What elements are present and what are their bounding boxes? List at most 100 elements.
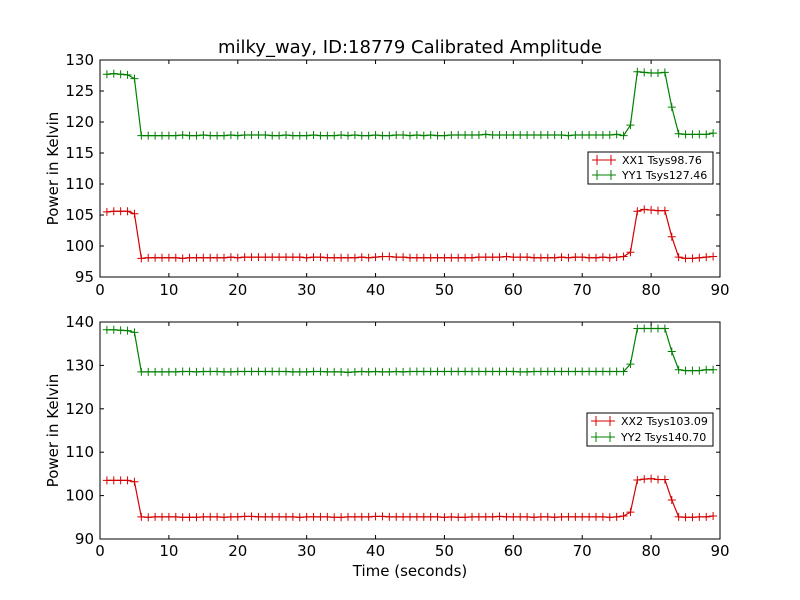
data-point-marker bbox=[206, 131, 215, 140]
data-point-marker bbox=[523, 131, 532, 140]
data-point-marker bbox=[619, 131, 628, 140]
data-point-marker bbox=[633, 324, 642, 333]
y-axis-label: Power in Kelvin bbox=[44, 112, 62, 226]
x-tick-label: 50 bbox=[435, 542, 454, 560]
data-point-marker bbox=[364, 253, 373, 262]
data-point-marker bbox=[185, 131, 194, 140]
data-point-marker bbox=[633, 207, 642, 216]
data-point-marker bbox=[233, 512, 242, 521]
data-point-marker bbox=[557, 131, 566, 140]
data-point-marker bbox=[674, 253, 683, 262]
data-point-marker bbox=[295, 513, 304, 522]
data-point-marker bbox=[412, 512, 421, 521]
data-point-marker bbox=[709, 511, 718, 520]
data-point-marker bbox=[681, 366, 690, 375]
legend-box bbox=[586, 412, 714, 447]
data-point-marker bbox=[488, 131, 497, 140]
data-point-marker bbox=[447, 253, 456, 262]
data-point-marker bbox=[226, 512, 235, 521]
bottom-plot-area bbox=[99, 321, 721, 540]
data-point-marker bbox=[323, 512, 332, 521]
data-point-marker bbox=[605, 131, 614, 140]
data-point-marker bbox=[585, 131, 594, 140]
data-point-marker bbox=[523, 367, 532, 376]
data-point-marker bbox=[282, 253, 290, 262]
data-point-marker bbox=[220, 367, 228, 376]
data-point-marker bbox=[406, 512, 414, 521]
data-point-marker bbox=[337, 513, 346, 522]
data-point-marker bbox=[185, 513, 194, 522]
data-point-marker bbox=[468, 512, 476, 521]
data-point-marker bbox=[447, 367, 456, 376]
data-point-marker bbox=[206, 253, 215, 262]
data-point-marker bbox=[350, 253, 359, 262]
data-point-marker bbox=[385, 512, 394, 521]
data-point-marker bbox=[536, 131, 545, 140]
data-point-marker bbox=[371, 253, 380, 262]
data-point-marker bbox=[137, 131, 146, 140]
legend-entry-yy1: YY1 Tsys127.46 bbox=[592, 169, 707, 182]
x-tick-label: 90 bbox=[710, 281, 729, 299]
data-point-marker bbox=[344, 253, 352, 262]
data-point-marker bbox=[151, 131, 160, 140]
data-point-marker bbox=[364, 131, 373, 140]
data-point-marker bbox=[323, 253, 332, 262]
data-point-marker bbox=[268, 512, 277, 521]
data-point-marker bbox=[192, 253, 201, 262]
data-point-marker bbox=[585, 367, 594, 376]
data-point-marker bbox=[330, 131, 339, 140]
data-point-marker bbox=[226, 253, 235, 262]
data-point-marker bbox=[220, 131, 228, 140]
data-point-marker bbox=[640, 68, 649, 77]
data-point-marker bbox=[626, 248, 635, 257]
data-point-marker bbox=[509, 131, 518, 140]
data-point-marker bbox=[612, 253, 621, 262]
data-point-marker bbox=[598, 367, 607, 376]
data-point-marker bbox=[674, 512, 683, 521]
data-point-marker bbox=[144, 513, 153, 522]
bottom-legend: XX2 Tsys103.09 YY2 Tsys140.70 bbox=[586, 412, 714, 447]
data-point-marker bbox=[392, 367, 401, 376]
data-point-marker bbox=[171, 131, 180, 140]
data-point-marker bbox=[109, 476, 118, 485]
x-tick-label: 60 bbox=[504, 281, 523, 299]
data-point-marker bbox=[592, 512, 600, 521]
data-point-marker bbox=[412, 253, 421, 262]
series-yy1 bbox=[102, 67, 718, 140]
x-tick-label: 40 bbox=[366, 542, 385, 560]
data-point-marker bbox=[302, 367, 311, 376]
data-point-marker bbox=[640, 475, 649, 484]
data-point-marker bbox=[233, 367, 242, 376]
data-point-marker bbox=[598, 253, 607, 262]
data-point-marker bbox=[426, 253, 435, 262]
data-point-marker bbox=[543, 512, 552, 521]
data-point-marker bbox=[144, 253, 153, 262]
data-point-marker bbox=[550, 131, 559, 140]
data-point-marker bbox=[433, 131, 442, 140]
data-point-marker bbox=[426, 131, 435, 140]
x-tick-label: 0 bbox=[95, 281, 105, 299]
data-point-marker bbox=[564, 512, 573, 521]
data-point-marker bbox=[543, 253, 552, 262]
data-point-marker bbox=[399, 131, 408, 140]
data-point-marker bbox=[598, 131, 607, 140]
y-tick-label: 100 bbox=[65, 237, 94, 255]
data-point-marker bbox=[254, 512, 263, 521]
data-point-marker bbox=[695, 130, 704, 139]
data-point-marker bbox=[178, 367, 187, 376]
data-point-marker bbox=[185, 253, 194, 262]
data-point-marker bbox=[647, 206, 656, 215]
data-point-marker bbox=[585, 512, 594, 521]
data-point-marker bbox=[516, 512, 525, 521]
data-point-marker bbox=[702, 130, 711, 139]
data-point-marker bbox=[660, 68, 669, 77]
x-tick-label: 90 bbox=[710, 542, 729, 560]
data-point-marker bbox=[571, 512, 580, 521]
data-point-marker bbox=[275, 131, 284, 140]
data-point-marker bbox=[578, 367, 587, 376]
data-point-marker bbox=[640, 324, 649, 333]
data-point-marker bbox=[261, 253, 270, 262]
data-point-marker bbox=[605, 367, 614, 376]
data-point-marker bbox=[364, 512, 373, 521]
